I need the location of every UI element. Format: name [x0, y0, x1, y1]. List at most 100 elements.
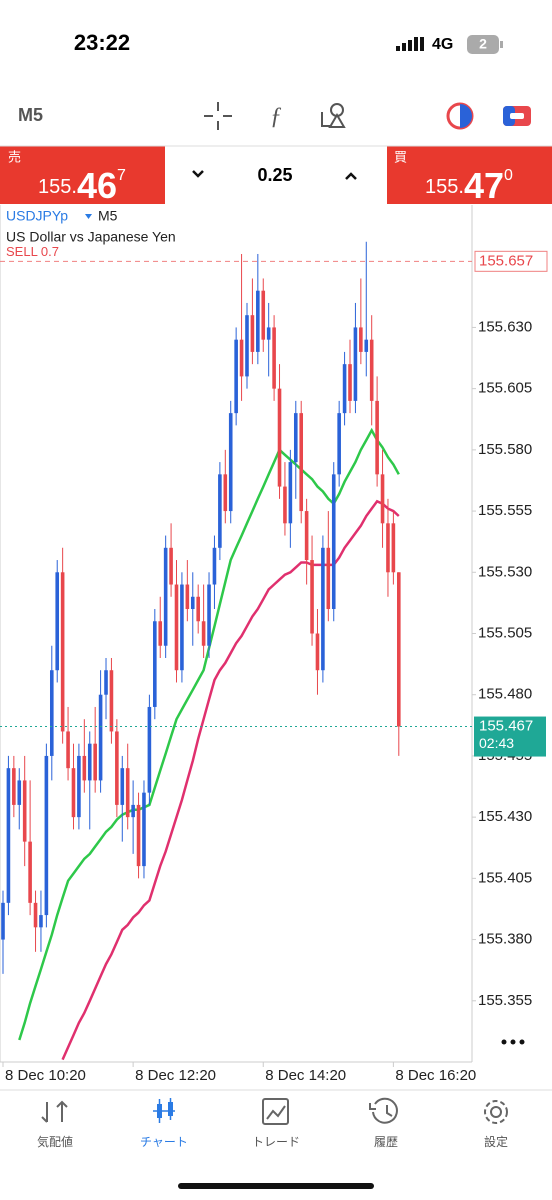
signal-icon [396, 37, 424, 51]
candle-body [310, 560, 314, 634]
candle-body [391, 523, 396, 573]
candle-body [6, 768, 11, 903]
candle-body [299, 413, 304, 512]
candle-body [66, 731, 70, 769]
candle-body [147, 706, 152, 793]
volume-up[interactable] [345, 172, 357, 180]
more-menu[interactable] [501, 1039, 525, 1045]
candle-body [109, 670, 114, 732]
candle-body [49, 670, 54, 756]
tab-label[interactable]: トレード [252, 1135, 300, 1149]
candle-body [44, 755, 49, 916]
symbol-dropdown[interactable] [85, 214, 92, 219]
candle-body [353, 327, 358, 401]
candle-body [158, 621, 163, 646]
candle-body [397, 572, 401, 727]
x-tick-label: 8 Dec 16:20 [395, 1067, 476, 1084]
volume[interactable]: 0.25 [257, 165, 292, 185]
candle-body [142, 792, 146, 867]
price-label: 155.467 [479, 718, 533, 735]
candle-body [283, 486, 287, 524]
candle-body [93, 743, 97, 781]
candle-body [174, 584, 179, 671]
y-tick-label: 155.605 [478, 380, 532, 397]
candle-body [60, 572, 65, 732]
price-head: 155. [425, 176, 464, 198]
candle-body [1, 902, 5, 940]
x-tick-label: 8 Dec 12:20 [135, 1067, 216, 1084]
bar-countdown: 02:43 [479, 735, 514, 751]
tab-icon [153, 1098, 175, 1123]
moving-average [61, 499, 400, 1061]
candle-body [125, 768, 130, 818]
y-tick-label: 155.630 [478, 318, 532, 335]
buy-button[interactable] [387, 146, 552, 204]
candle-body [331, 474, 336, 610]
chart-timeframe: M5 [98, 208, 118, 224]
candle-body [321, 547, 325, 671]
candle-body [153, 621, 157, 707]
sell-button[interactable] [0, 146, 165, 204]
candle-body [250, 315, 255, 352]
tab-label[interactable]: チャート [140, 1135, 188, 1149]
candle-body [364, 339, 369, 352]
candle-body [272, 327, 276, 389]
candle-body [131, 804, 135, 818]
candle-body [71, 768, 76, 818]
y-tick-label: 155.580 [478, 441, 532, 458]
y-tick-label: 155.530 [478, 563, 532, 580]
symbol[interactable]: USDJPYp [6, 208, 68, 224]
indicator-icon[interactable]: ƒ [270, 104, 282, 130]
candle-body [315, 633, 320, 671]
candle-body [33, 902, 38, 928]
price-big: 47 [464, 165, 504, 206]
candle-body [28, 841, 32, 903]
buy-label: 買 [394, 149, 407, 164]
candle-body [77, 755, 81, 818]
candle-body [380, 474, 385, 524]
tab-label[interactable]: 設定 [484, 1134, 508, 1149]
candle-body [17, 780, 22, 805]
order-price-box [474, 250, 548, 272]
timeframe-button[interactable]: M5 [18, 105, 43, 125]
candle-body [163, 547, 168, 646]
tab-label[interactable]: 気配値 [37, 1134, 73, 1149]
candle-body [261, 290, 266, 340]
candle-body [337, 413, 341, 475]
candle-body [239, 339, 244, 377]
home-indicator [178, 1183, 374, 1189]
symbol-description: US Dollar vs Japanese Yen [6, 229, 176, 245]
x-tick-label: 8 Dec 10:20 [5, 1067, 86, 1084]
candle-body [386, 523, 390, 573]
volume-down[interactable] [192, 170, 204, 178]
candle-body [342, 364, 347, 414]
y-tick-label: 155.355 [478, 992, 532, 1009]
crosshair-icon[interactable] [204, 102, 232, 130]
tab-icon [369, 1097, 398, 1124]
candle-body [136, 804, 141, 867]
candle-body [115, 731, 119, 805]
objects-icon[interactable] [321, 103, 346, 128]
candle-body [277, 388, 282, 487]
candle-body [87, 743, 92, 781]
candle-body [185, 584, 190, 610]
y-tick-label: 155.380 [478, 931, 532, 948]
trade-icon[interactable] [446, 102, 474, 130]
candle-body [293, 413, 298, 463]
tab-icon [484, 1100, 508, 1124]
candle-body [304, 511, 309, 561]
order-price: 155.657 [479, 252, 533, 269]
sell-label: 売 [8, 149, 21, 164]
battery-tip [500, 41, 503, 48]
tab-label[interactable]: 履歴 [374, 1135, 398, 1149]
candle-body [180, 584, 184, 671]
account-icon[interactable] [503, 106, 531, 126]
candle-body [369, 339, 374, 401]
buy-price: 155.470 [425, 165, 513, 206]
price-big: 46 [77, 165, 117, 206]
price-small: 7 [117, 167, 126, 184]
sell-price: 155.467 [38, 165, 126, 206]
candle-body [212, 547, 217, 585]
price-box [474, 716, 546, 757]
